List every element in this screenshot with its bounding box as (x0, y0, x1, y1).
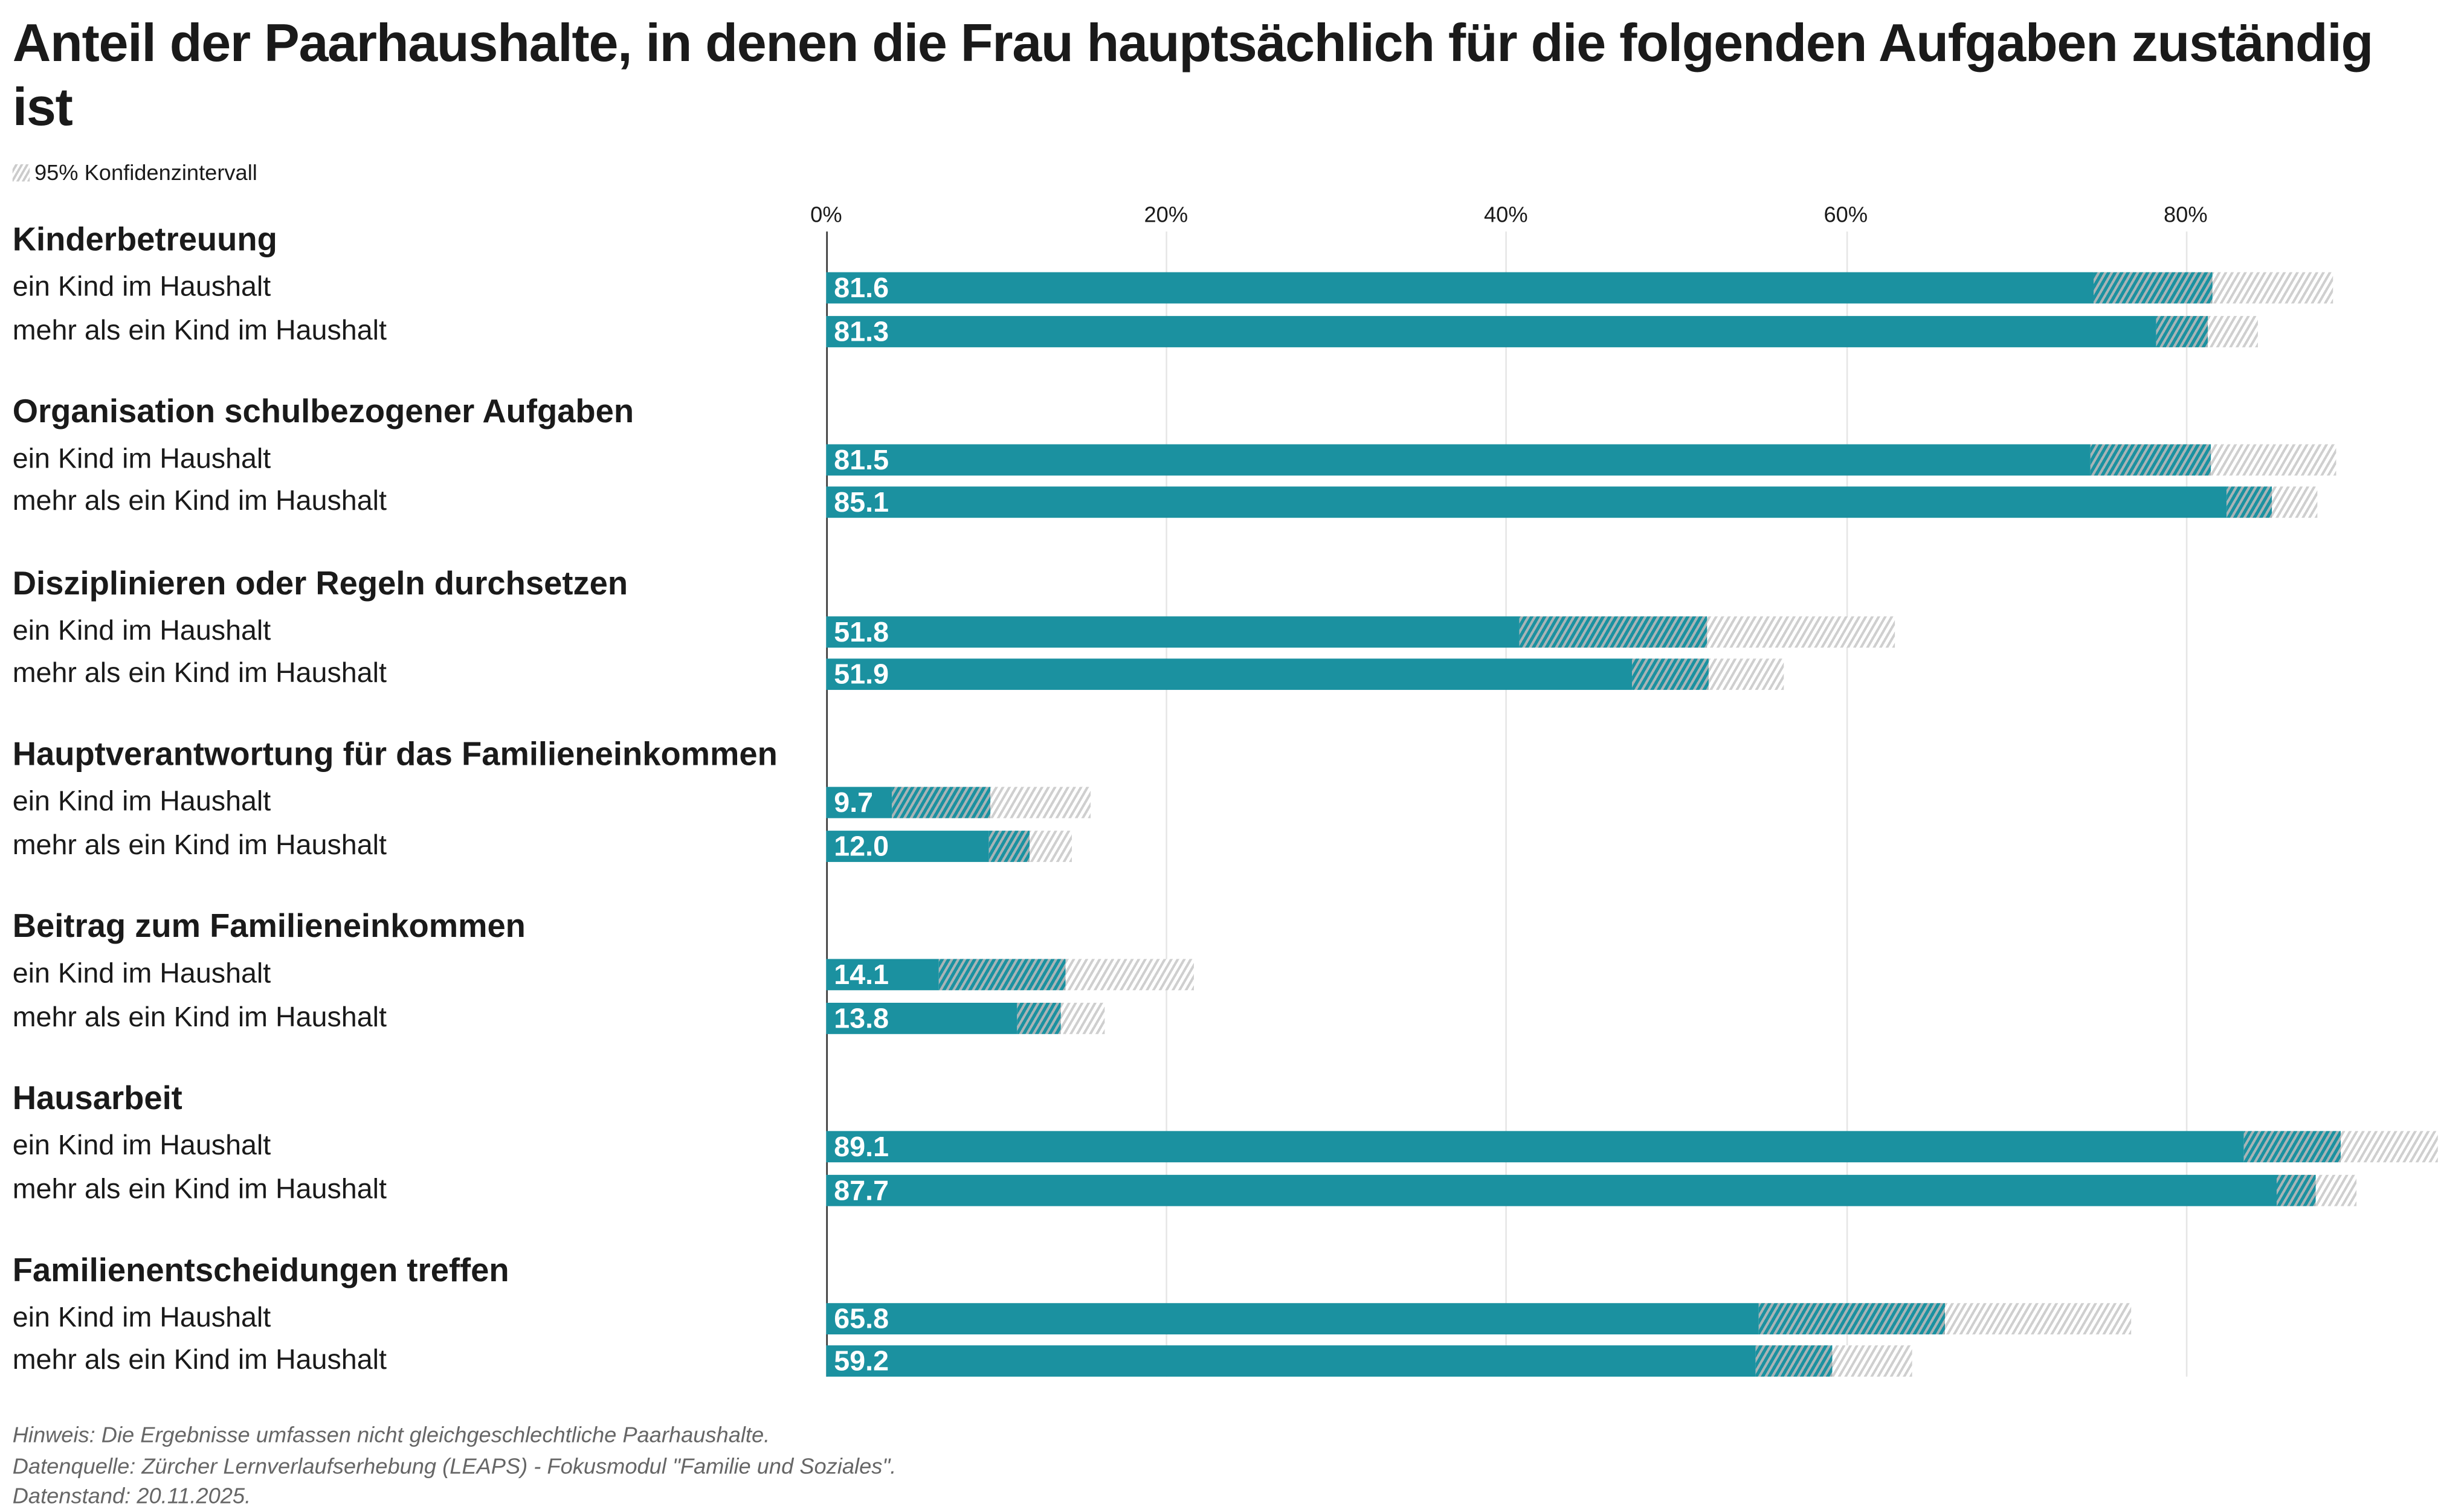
ci-lower-segment (892, 787, 992, 819)
bar (826, 443, 2091, 475)
ci-upper-segment (2211, 443, 2337, 475)
ci-upper-segment (2213, 272, 2333, 304)
value-label: 9.7 (834, 787, 874, 819)
group-heading: Organisation schulbezogener Aufgaben (12, 394, 634, 430)
value-label: 85.1 (834, 487, 889, 518)
x-tick-label: 0% (810, 202, 842, 227)
legend-hatch-swatch (12, 163, 30, 181)
bar (826, 658, 1632, 690)
x-tick-label: 40% (1484, 202, 1528, 227)
bar (826, 830, 990, 862)
row-label: mehr als ein Kind im Haushalt (12, 1172, 387, 1204)
ci-upper-segment (1065, 959, 1193, 991)
ci-upper-segment (2207, 315, 2259, 347)
ci-upper-segment (991, 787, 1092, 819)
bar (826, 272, 2094, 304)
row-label: mehr als ein Kind im Haushalt (12, 485, 387, 517)
ci-upper-segment (2272, 487, 2318, 518)
value-label: 14.1 (834, 959, 889, 991)
ci-lower-segment (1755, 1345, 1833, 1377)
bar (826, 616, 1520, 648)
group-heading: Hausarbeit (12, 1081, 182, 1118)
gridline (1845, 231, 1848, 1377)
value-label: 13.8 (834, 1002, 889, 1034)
group-heading: Familienentscheidungen treffen (12, 1252, 509, 1289)
chart-title: Anteil der Paarhaushalte, in denen die F… (12, 14, 2374, 138)
ci-lower-segment (2226, 487, 2272, 518)
row-label: mehr als ein Kind im Haushalt (12, 314, 387, 346)
ci-lower-segment (989, 830, 1030, 862)
ci-lower-segment (1759, 1302, 1944, 1334)
ci-upper-segment (2340, 1131, 2437, 1163)
ci-lower-segment (1519, 616, 1707, 648)
row-label: ein Kind im Haushalt (12, 957, 271, 989)
row-label: mehr als ein Kind im Haushalt (12, 1344, 387, 1376)
ci-upper-segment (1944, 1302, 2132, 1334)
ci-upper-segment (1060, 1002, 1105, 1034)
row-label: ein Kind im Haushalt (12, 442, 271, 474)
row-label: mehr als ein Kind im Haushalt (12, 1000, 387, 1032)
gridline (1166, 231, 1168, 1377)
legend: 95% Konfidenzintervall (12, 159, 257, 185)
ci-lower-segment (1016, 1002, 1061, 1034)
ci-lower-segment (2090, 443, 2211, 475)
row-label: mehr als ein Kind im Haushalt (12, 657, 387, 689)
bar (826, 315, 2157, 347)
ci-lower-segment (938, 959, 1066, 991)
value-label: 59.2 (834, 1345, 889, 1377)
gridline (1506, 231, 1507, 1377)
bar (826, 1131, 2243, 1163)
ci-upper-segment (1707, 658, 1785, 690)
value-label: 81.6 (834, 272, 889, 304)
gridline (2185, 231, 2187, 1377)
bar (826, 1002, 1017, 1034)
row-label: ein Kind im Haushalt (12, 1301, 271, 1333)
row-label: ein Kind im Haushalt (12, 271, 271, 302)
row-label: ein Kind im Haushalt (12, 614, 271, 646)
footer-source: Datenquelle: Zürcher Lernverlaufserhebun… (12, 1452, 897, 1478)
x-tick-label: 80% (2163, 202, 2208, 227)
group-heading: Hauptverantwortung für das Familieneinko… (12, 737, 778, 774)
bar (826, 1345, 1756, 1377)
footer-note: Hinweis: Die Ergebnisse umfassen nicht g… (12, 1422, 770, 1447)
group-heading: Kinderbetreuung (12, 222, 277, 259)
footer-date: Datenstand: 20.11.2025. (12, 1483, 251, 1508)
ci-upper-segment (2316, 1174, 2358, 1206)
value-label: 81.5 (834, 443, 889, 475)
value-label: 89.1 (834, 1131, 889, 1163)
value-label: 51.8 (834, 616, 889, 648)
bar (826, 1302, 1759, 1334)
legend-label: 95% Konfidenzintervall (34, 159, 257, 185)
x-tick-label: 20% (1144, 202, 1188, 227)
value-label: 12.0 (834, 830, 889, 862)
row-label: ein Kind im Haushalt (12, 1129, 271, 1161)
x-tick-label: 60% (1823, 202, 1868, 227)
value-label: 81.3 (834, 315, 889, 347)
ci-lower-segment (2277, 1174, 2317, 1206)
value-label: 87.7 (834, 1174, 889, 1206)
bar (826, 959, 938, 991)
group-heading: Beitrag zum Familieneinkommen (12, 909, 526, 945)
ci-upper-segment (1706, 616, 1895, 648)
value-label: 51.9 (834, 658, 889, 690)
group-heading: Disziplinieren oder Regeln durchsetzen (12, 565, 628, 602)
ci-upper-segment (1832, 1345, 1912, 1377)
value-label: 65.8 (834, 1302, 889, 1334)
bar (826, 787, 893, 819)
ci-lower-segment (1631, 658, 1708, 690)
ci-lower-segment (2156, 315, 2208, 347)
bar (826, 487, 2227, 518)
bar (826, 1174, 2278, 1206)
row-label: ein Kind im Haushalt (12, 786, 271, 817)
ci-upper-segment (1030, 830, 1073, 862)
footer-notes: Hinweis: Die Ergebnisse umfassen nicht g… (13, 1420, 897, 1511)
ci-lower-segment (2094, 272, 2213, 304)
bar-chart: 0% 20% 40% 60% 80% Kinderbetreuung ein Kind im… (12, 202, 2437, 1377)
row-label: mehr als ein Kind im Haushalt (12, 829, 387, 861)
ci-lower-segment (2243, 1131, 2341, 1163)
